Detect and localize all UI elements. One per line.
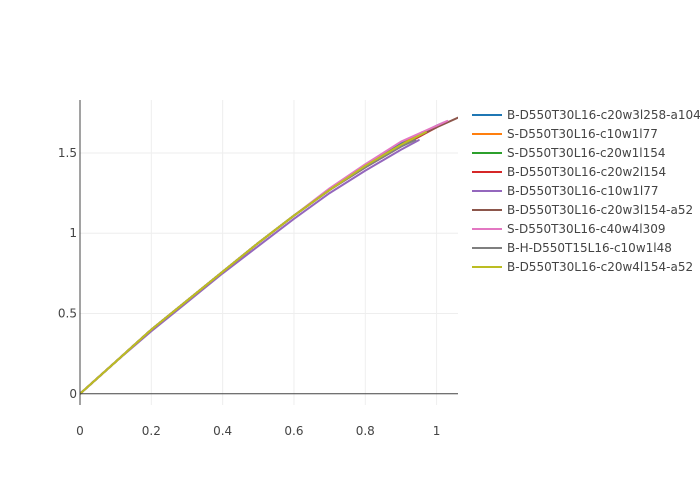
legend-label: S-D550T30L16-c20w1l154 (507, 146, 666, 160)
y-tick-label: 1.5 (58, 146, 77, 160)
legend-item[interactable]: B-D550T30L16-c20w3l258-a104 (472, 108, 700, 122)
axes (79, 100, 458, 405)
series-line-2 (80, 131, 424, 395)
x-axis-ticks: 0 0.2 0.4 0.6 0.8 1 (76, 424, 440, 438)
x-tick-label: 1 (433, 424, 441, 438)
series-line-6 (80, 116, 458, 395)
legend-label: B-D550T30L16-c20w2l154 (507, 165, 666, 179)
legend-label: B-D550T30L16-c20w3l154-a52 (507, 203, 693, 217)
y-tick-label: 1 (69, 226, 77, 240)
legend-item[interactable]: B-D550T30L16-c20w4l154-a52 (472, 260, 693, 274)
legend-label: S-D550T30L16-c40w4l309 (507, 222, 666, 236)
x-tick-label: 0.6 (284, 424, 303, 438)
legend-item[interactable]: B-D550T30L16-c10w1l77 (472, 184, 659, 198)
y-axis-ticks: 0 0.5 1 1.5 (58, 146, 77, 401)
x-tick-label: 0.8 (356, 424, 375, 438)
series-line-4 (80, 126, 438, 395)
series-line-1 (80, 121, 445, 395)
series-line-5 (80, 139, 420, 395)
series-line-7 (80, 119, 449, 395)
plot-area (80, 116, 458, 395)
y-tick-label: 0 (69, 387, 77, 401)
legend-item[interactable]: S-D550T30L16-c40w4l309 (472, 222, 666, 236)
legend-item[interactable]: B-D550T30L16-c20w3l154-a52 (472, 203, 693, 217)
grid (80, 100, 458, 405)
y-tick-label: 0.5 (58, 307, 77, 321)
x-tick-label: 0 (76, 424, 84, 438)
legend: B-D550T30L16-c20w3l258-a104 S-D550T30L16-… (472, 108, 700, 274)
legend-label: B-H-D550T15L16-c10w1l48 (507, 241, 672, 255)
series-line-9 (80, 131, 427, 395)
legend-label: B-D550T30L16-c10w1l77 (507, 184, 659, 198)
legend-item[interactable]: B-D550T30L16-c20w2l154 (472, 165, 666, 179)
x-tick-label: 0.2 (142, 424, 161, 438)
series-line-3 (80, 129, 431, 395)
legend-label: B-D550T30L16-c20w4l154-a52 (507, 260, 693, 274)
legend-label: B-D550T30L16-c20w3l258-a104 (507, 108, 700, 122)
legend-item[interactable]: S-D550T30L16-c20w1l154 (472, 146, 666, 160)
legend-label: S-D550T30L16-c10w1l77 (507, 127, 658, 141)
legend-item[interactable]: B-H-D550T15L16-c10w1l48 (472, 241, 672, 255)
x-tick-label: 0.4 (213, 424, 232, 438)
legend-item[interactable]: S-D550T30L16-c10w1l77 (472, 127, 658, 141)
